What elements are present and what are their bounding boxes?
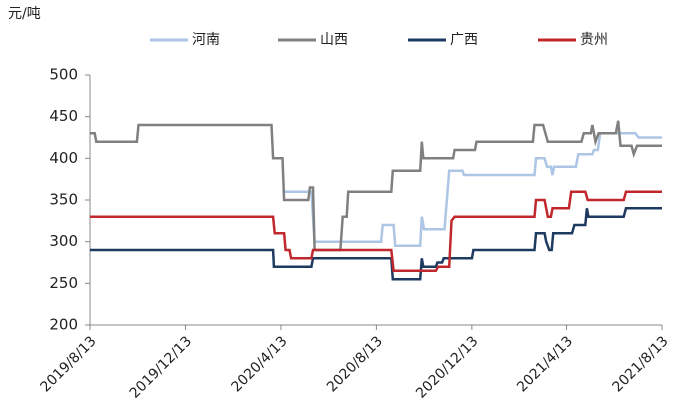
x-tick-label: 2020/12/13 <box>413 333 481 401</box>
legend-label: 河南 <box>192 32 220 48</box>
series-line <box>90 120 662 252</box>
y-tick-label: 300 <box>49 232 78 250</box>
series-line <box>90 190 662 273</box>
x-tick-label: 2019/8/13 <box>38 333 100 395</box>
y-tick-label: 500 <box>49 66 78 84</box>
x-tick-label: 2020/8/13 <box>324 333 386 395</box>
x-tick-label: 2020/4/13 <box>229 333 291 395</box>
x-tick-label: 2021/4/13 <box>514 333 576 395</box>
series-line <box>284 132 662 248</box>
y-tick-label: 450 <box>49 107 78 125</box>
y-tick-label: 250 <box>49 274 78 292</box>
y-axis-label: 元/吨 <box>8 6 41 22</box>
legend-label: 广西 <box>450 32 478 48</box>
legend-label: 贵州 <box>580 32 608 48</box>
legend-label: 山西 <box>320 32 348 48</box>
x-tick-label: 2021/8/13 <box>610 333 672 395</box>
y-tick-label: 200 <box>49 316 78 334</box>
y-tick-label: 400 <box>49 149 78 167</box>
y-tick-label: 350 <box>49 191 78 209</box>
x-tick-label: 2019/12/13 <box>127 333 195 401</box>
series-line <box>90 207 662 281</box>
